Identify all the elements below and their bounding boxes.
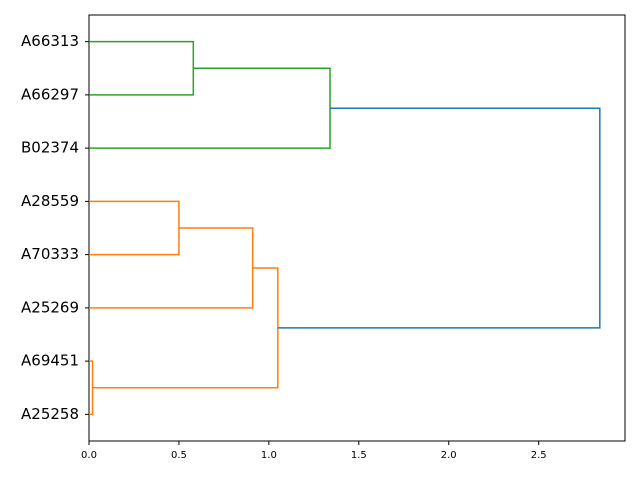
- leaf-label: B02374: [21, 139, 79, 157]
- link: [277, 107, 601, 329]
- leaf-label: A25269: [21, 298, 79, 316]
- x-tick-label: 1.0: [261, 450, 277, 461]
- leaf-label: A70333: [21, 245, 79, 263]
- leaf-label: A28559: [21, 192, 79, 210]
- x-tick-label: 1.5: [351, 450, 367, 461]
- plot-frame: [88, 14, 626, 442]
- link: [92, 267, 279, 389]
- x-tick-label: 2.5: [531, 450, 547, 461]
- leaf-label: A66297: [21, 85, 79, 103]
- x-tick-label: 0.5: [171, 450, 187, 461]
- leaf-label: A66313: [21, 32, 79, 50]
- link: [89, 67, 331, 149]
- link: [89, 360, 94, 416]
- leaf-label: A69451: [21, 352, 79, 370]
- link: [89, 40, 195, 96]
- link: [89, 200, 180, 256]
- x-tick-label: 2.0: [441, 450, 457, 461]
- link: [89, 227, 254, 309]
- leaf-label: A25258: [21, 405, 79, 423]
- x-tick-label: 0.0: [81, 450, 97, 461]
